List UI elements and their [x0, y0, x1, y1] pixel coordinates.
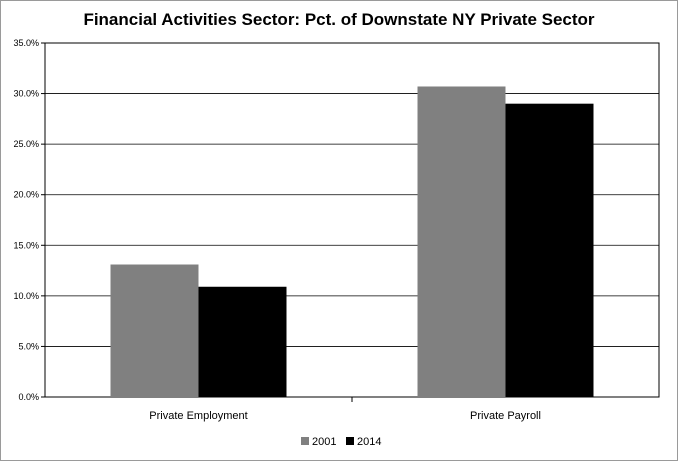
- legend-label-2001: 2001: [312, 436, 336, 448]
- chart-title: Financial Activities Sector: Pct. of Dow…: [83, 10, 595, 29]
- x-category-label: Private Employment: [149, 410, 247, 422]
- y-tick-label: 15.0%: [13, 240, 39, 250]
- bar-2001-1: [417, 86, 506, 398]
- y-tick-label: 0.0%: [18, 392, 39, 402]
- y-tick-label: 10.0%: [13, 291, 39, 301]
- bar-2014-0: [198, 286, 287, 397]
- bar-2014-1: [505, 103, 594, 397]
- x-category-label: Private Payroll: [470, 410, 541, 422]
- y-tick-label: 35.0%: [13, 38, 39, 48]
- bar-2001-0: [110, 264, 199, 397]
- legend-label-2014: 2014: [357, 436, 381, 448]
- y-tick-label: 5.0%: [18, 341, 39, 351]
- y-tick-label: 30.0%: [13, 89, 39, 99]
- y-tick-label: 20.0%: [13, 190, 39, 200]
- legend-swatch-2014: [346, 437, 354, 445]
- y-tick-label: 25.0%: [13, 139, 39, 149]
- legend-swatch-2001: [301, 437, 309, 445]
